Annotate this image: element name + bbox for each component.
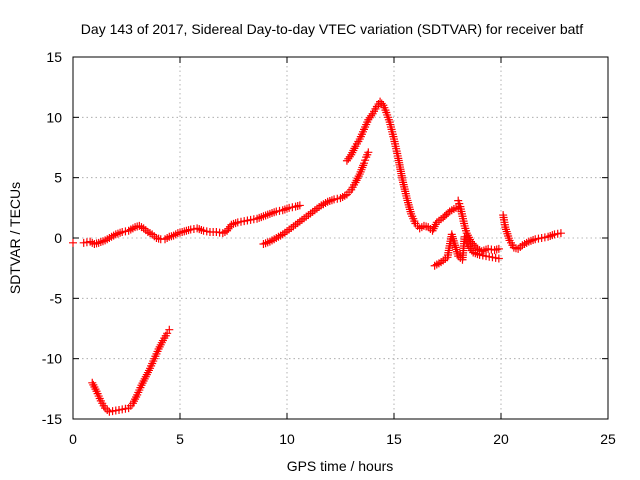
data-point-plus [424,223,433,232]
data-point-plus [365,113,374,122]
x-tick-label: 25 [600,431,616,447]
y-tick-label: -5 [50,290,63,306]
data-point-plus [514,244,523,253]
satellite-track-1 [69,201,304,249]
x-tick-label: 10 [279,431,295,447]
axis-ticks [72,56,609,420]
data-point-plus [344,154,353,163]
y-tick-label: 15 [46,49,62,65]
data-point-plus [556,229,565,238]
data-point-plus [452,245,461,254]
data-point-plus [197,225,206,234]
y-tick-label: 10 [46,109,62,125]
x-tick-label: 0 [69,431,77,447]
data-point-plus [345,152,354,161]
satellite-track-3 [259,148,373,249]
x-tick-label: 20 [493,431,509,447]
satellite-track-5 [430,196,503,270]
data-point-plus [479,246,488,255]
data-point-plus [451,243,460,252]
data-point-plus [195,225,204,234]
x-axis-label: GPS time / hours [287,458,394,474]
data-point-plus [152,234,161,242]
x-tick-label: 5 [176,431,184,447]
y-axis-label: SDTVAR / TECUs [7,182,23,294]
data-point-plus [364,148,373,157]
data-point-plus [367,111,376,120]
data-point-plus [184,226,193,235]
data-point-plus [494,254,503,263]
y-tick-label: 5 [54,170,62,186]
satellite-track-2 [88,325,174,416]
x-tick-labels: 0 5 10 15 20 25 [69,431,616,447]
data-point-plus [283,204,291,213]
data-point-plus [342,156,351,165]
data-point-plus [223,226,232,235]
data-point-plus [231,219,240,228]
data-point-plus [377,99,386,108]
grid-lines [73,57,608,419]
data-point-plus [546,231,555,240]
y-tick-label: -10 [42,351,62,367]
x-tick-label: 15 [386,431,402,447]
data-point-plus [492,245,501,254]
data-point-plus [293,202,302,211]
satellite-track-4 [342,97,465,235]
data-point-plus [69,238,77,247]
data-point-plus [295,201,304,210]
data-point-plus [280,205,289,214]
data-points [69,97,565,416]
data-point-plus [364,115,373,124]
data-point-plus [182,226,191,235]
data-point-plus [349,146,358,155]
data-point-plus [494,244,503,253]
y-tick-label: -15 [42,411,62,427]
data-point-plus [103,405,112,414]
data-point-plus [224,224,233,233]
data-point-plus [165,325,174,334]
data-point-plus [180,227,189,236]
satellite-track-6 [499,211,565,253]
y-tick-labels: -15 -10 -5 0 5 10 15 [42,49,62,427]
y-tick-label: 0 [54,230,62,246]
chart-title: Day 143 of 2017, Sidereal Day-to-day VTE… [81,21,584,37]
